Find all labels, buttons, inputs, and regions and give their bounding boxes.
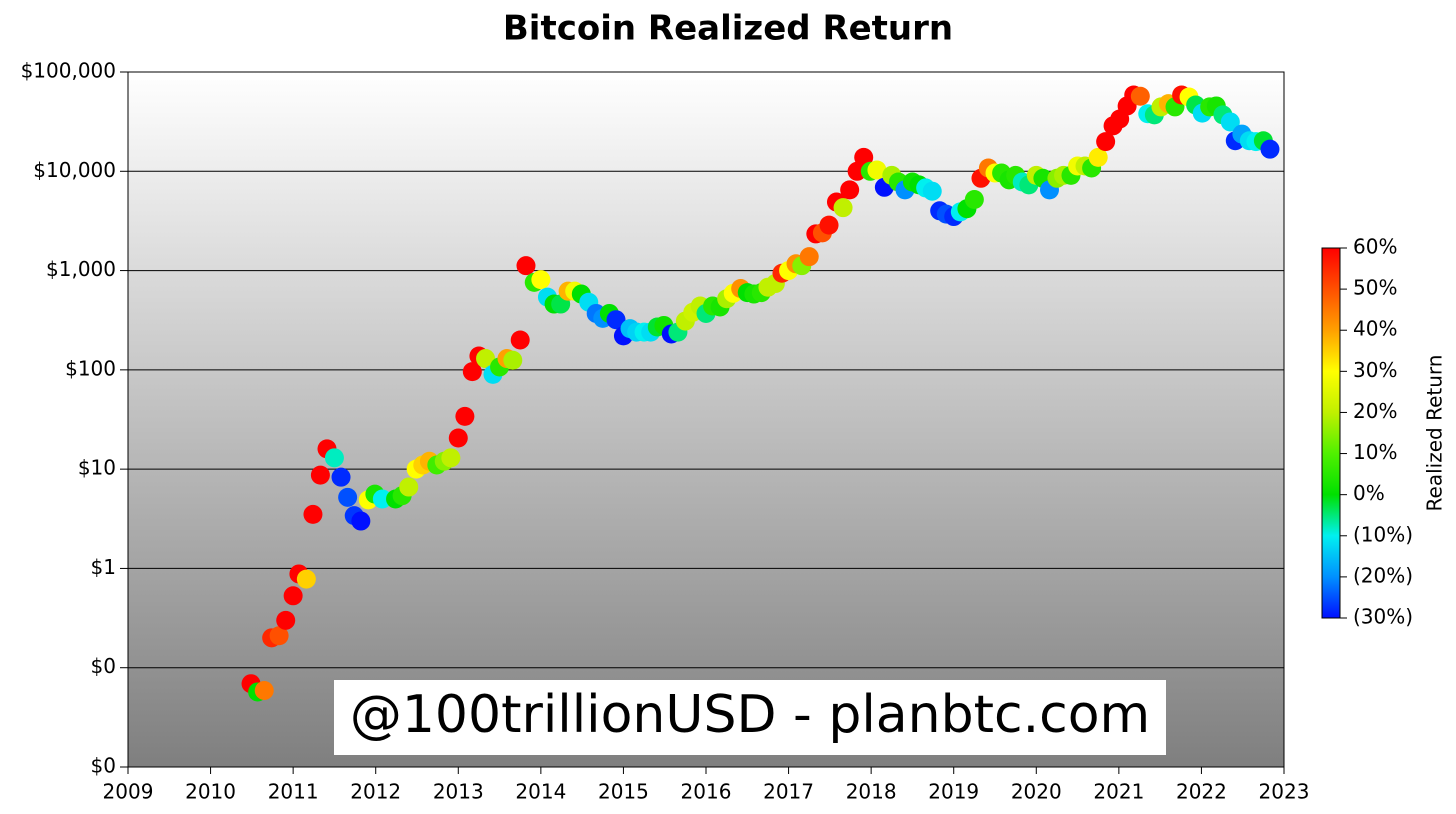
point xyxy=(1130,86,1150,106)
point xyxy=(455,406,475,426)
point xyxy=(324,448,344,468)
x-tick-label: 2009 xyxy=(103,780,154,804)
point xyxy=(833,198,853,218)
x-tick-label: 2016 xyxy=(681,780,732,804)
point xyxy=(531,270,551,290)
point xyxy=(510,330,530,350)
x-tick-label: 2010 xyxy=(185,780,236,804)
point xyxy=(799,247,819,267)
colorbar-tick-label: 10% xyxy=(1353,440,1397,464)
x-tick-label: 2012 xyxy=(350,780,401,804)
point xyxy=(441,448,461,468)
point xyxy=(1260,139,1280,159)
point xyxy=(1220,112,1240,132)
point xyxy=(254,680,274,700)
point xyxy=(476,349,496,369)
y-tick-label: $10,000 xyxy=(33,158,116,182)
point xyxy=(964,189,984,209)
chart-title: Bitcoin Realized Return xyxy=(503,9,953,49)
colorbar-tick-label: 40% xyxy=(1353,317,1397,341)
y-tick-label: $10 xyxy=(78,456,116,480)
colorbar xyxy=(1321,247,1341,619)
point xyxy=(303,504,323,524)
colorbar-tick-label: 50% xyxy=(1353,276,1397,300)
point xyxy=(331,467,351,487)
y-tick-label: $100 xyxy=(65,356,116,380)
x-tick-label: 2023 xyxy=(1259,780,1310,804)
point xyxy=(351,511,371,531)
point xyxy=(840,180,860,200)
x-tick-label: 2019 xyxy=(928,780,979,804)
x-tick-label: 2018 xyxy=(846,780,897,804)
x-tick-label: 2021 xyxy=(1093,780,1144,804)
point xyxy=(867,160,887,180)
x-tick-label: 2015 xyxy=(598,780,649,804)
y-tick-label: $0 xyxy=(91,654,116,678)
y-tick-label: $1 xyxy=(91,555,116,579)
colorbar-tick-label: 0% xyxy=(1353,481,1385,505)
y-tick-label: $0 xyxy=(91,754,116,778)
point xyxy=(922,181,942,201)
watermark: @100trillionUSD - planbtc.com xyxy=(350,685,1150,745)
point xyxy=(276,610,296,630)
point xyxy=(819,215,839,235)
colorbar-tick-label: (30%) xyxy=(1353,605,1413,629)
watermark-box xyxy=(334,680,1166,755)
point xyxy=(310,465,330,485)
x-tick-label: 2011 xyxy=(268,780,319,804)
colorbar-tick-label: 20% xyxy=(1353,399,1397,423)
point xyxy=(283,586,303,606)
y-tick-label: $1,000 xyxy=(46,257,116,281)
colorbar-tick-label: (10%) xyxy=(1353,522,1413,546)
point xyxy=(448,428,468,448)
point xyxy=(296,569,316,589)
point xyxy=(269,626,289,646)
colorbar-tick-label: 30% xyxy=(1353,358,1397,382)
point xyxy=(462,362,482,382)
y-tick-label: $100,000 xyxy=(21,59,116,83)
colorbar-tick-label: 60% xyxy=(1353,235,1397,259)
point xyxy=(1096,132,1116,152)
point xyxy=(399,477,419,497)
x-tick-label: 2017 xyxy=(763,780,814,804)
x-tick-label: 2014 xyxy=(515,780,566,804)
point xyxy=(606,310,626,330)
point xyxy=(338,487,358,507)
point xyxy=(1088,147,1108,167)
colorbar-label: Realized Return xyxy=(1423,355,1447,512)
point xyxy=(503,350,523,370)
colorbar-tick-label: (20%) xyxy=(1353,563,1413,587)
point xyxy=(516,256,536,276)
x-tick-label: 2020 xyxy=(1011,780,1062,804)
point xyxy=(372,489,392,509)
x-tick-label: 2022 xyxy=(1176,780,1227,804)
plot-area xyxy=(127,71,1285,768)
x-tick-label: 2013 xyxy=(433,780,484,804)
